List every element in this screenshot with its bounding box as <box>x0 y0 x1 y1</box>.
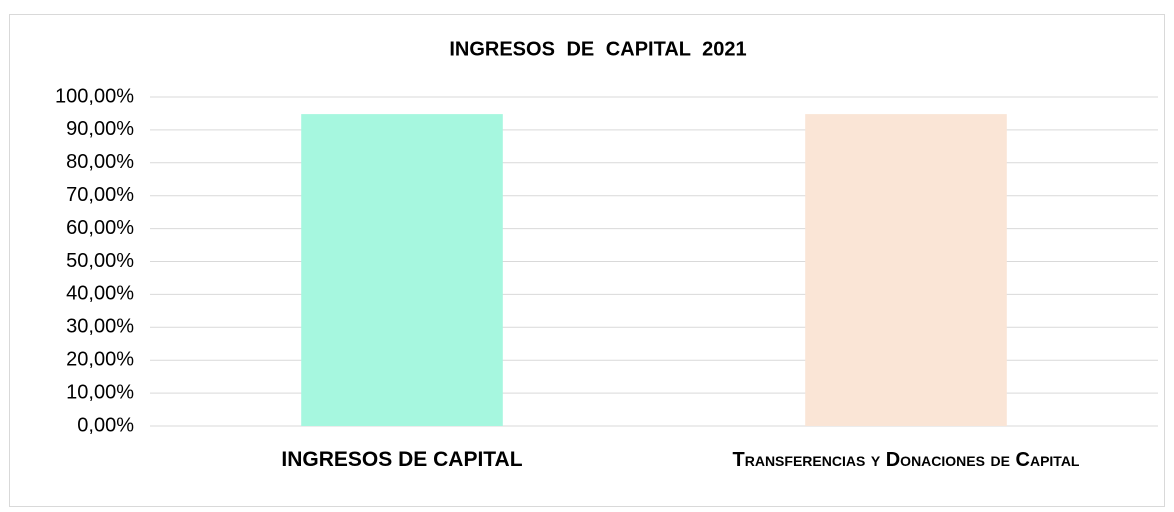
bar <box>301 114 503 426</box>
bar <box>805 114 1007 426</box>
y-tick-label: 40,00% <box>66 283 134 305</box>
y-tick-label: 100,00% <box>55 85 134 107</box>
y-tick-label: 30,00% <box>66 316 134 338</box>
y-tick-label: 0,00% <box>77 414 134 436</box>
y-tick-label: 70,00% <box>66 184 134 206</box>
y-tick-label: 90,00% <box>66 118 134 140</box>
y-tick-label: 20,00% <box>66 348 134 370</box>
y-tick-label: 10,00% <box>66 381 134 403</box>
y-tick-label: 60,00% <box>66 217 134 239</box>
y-tick-label: 80,00% <box>66 151 134 173</box>
y-tick-label: 50,00% <box>66 250 134 272</box>
x-tick-label: Transferencias y Donaciones de Capital <box>732 449 1080 471</box>
chart-title: INGRESOS DE CAPITAL 2021 <box>449 38 746 60</box>
x-tick-label: INGRESOS DE CAPITAL <box>281 448 523 471</box>
